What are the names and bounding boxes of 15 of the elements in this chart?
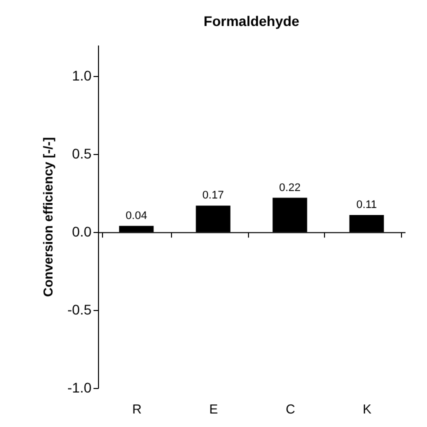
- chart-title: Formaldehyde: [204, 13, 300, 29]
- y-tick-label: 1.0: [72, 68, 92, 84]
- y-axis-title: Conversion efficiency [-/-]: [40, 137, 56, 297]
- data-label: 0.22: [279, 182, 301, 194]
- data-label: 0.11: [356, 198, 377, 211]
- x-tick-label: E: [209, 402, 218, 416]
- x-tick-label: C: [286, 402, 296, 416]
- x-tick-label: R: [132, 402, 142, 416]
- y-tick-label: 0.5: [72, 146, 92, 162]
- y-tick-label: -1.0: [67, 380, 92, 396]
- x-tick-label: K: [362, 402, 372, 416]
- y-tick-label: -0.5: [67, 302, 92, 318]
- data-label: 0.17: [202, 190, 224, 202]
- data-label: 0.04: [126, 210, 148, 222]
- y-tick-label: 0.0: [72, 224, 92, 240]
